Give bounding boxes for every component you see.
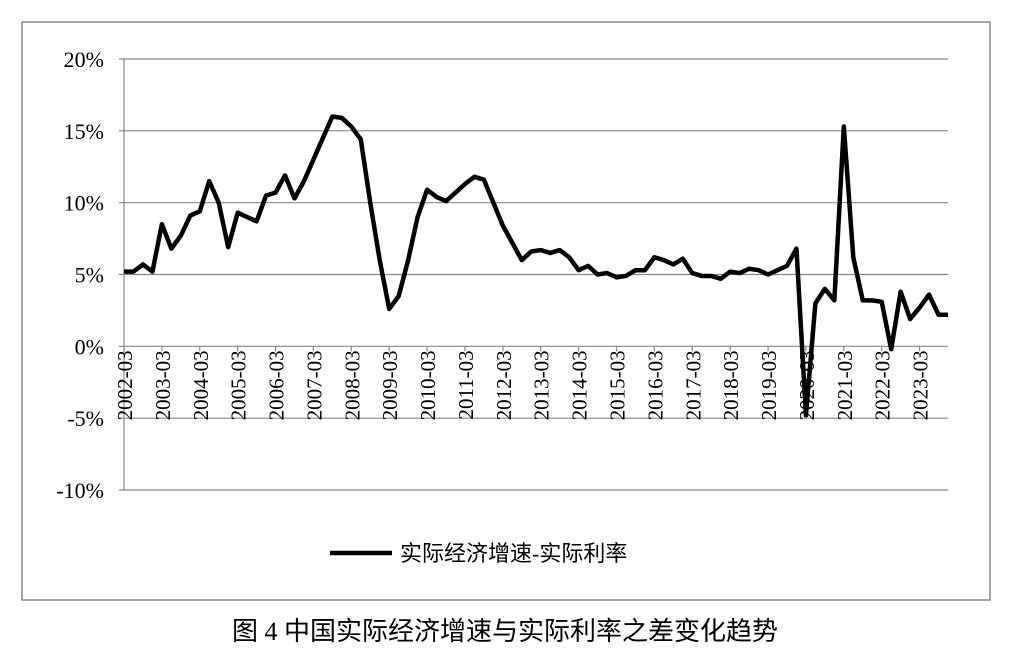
- x-tick-label: 2015-03: [606, 350, 630, 420]
- y-tick-label: 0%: [75, 334, 104, 359]
- y-tick-label: 10%: [64, 191, 104, 216]
- chart-caption: 图 4 中国实际经济增速与实际利率之差变化趋势: [232, 617, 778, 646]
- x-tick-label: 2014-03: [568, 350, 592, 420]
- x-tick-label: 2002-03: [113, 350, 137, 420]
- x-tick-label: 2010-03: [416, 350, 440, 420]
- x-tick-label: 2022-03: [871, 350, 895, 420]
- y-tick-label: 15%: [64, 119, 104, 144]
- x-tick-label: 2009-03: [378, 350, 402, 420]
- y-tick-label: 20%: [64, 47, 104, 72]
- x-tick-label: 2007-03: [302, 350, 326, 420]
- y-tick-label: -5%: [67, 406, 104, 431]
- x-tick-label: 2018-03: [719, 350, 743, 420]
- x-tick-label: 2006-03: [265, 350, 289, 420]
- data-line: [124, 114, 948, 418]
- x-tick-label: 2008-03: [340, 350, 364, 420]
- y-tick-label: -10%: [56, 478, 104, 503]
- x-tick-label: 2021-03: [833, 350, 857, 420]
- chart-frame: [21, 21, 991, 601]
- x-tick-label: 2011-03: [454, 350, 478, 419]
- x-tick-label: 2019-03: [757, 350, 781, 420]
- x-tick-label: 2023-03: [909, 350, 933, 420]
- x-tick-label: 2005-03: [227, 350, 251, 420]
- x-tick-label: 2016-03: [643, 350, 667, 420]
- x-tick-label: 2017-03: [681, 350, 705, 420]
- x-tick-label: 2003-03: [151, 350, 175, 420]
- x-tick-label: 2004-03: [189, 350, 213, 420]
- y-tick-label: 5%: [75, 263, 104, 288]
- legend-label: 实际经济增速-实际利率: [400, 541, 627, 566]
- x-tick-label: 2013-03: [530, 350, 554, 420]
- x-tick-label: 2012-03: [492, 350, 516, 420]
